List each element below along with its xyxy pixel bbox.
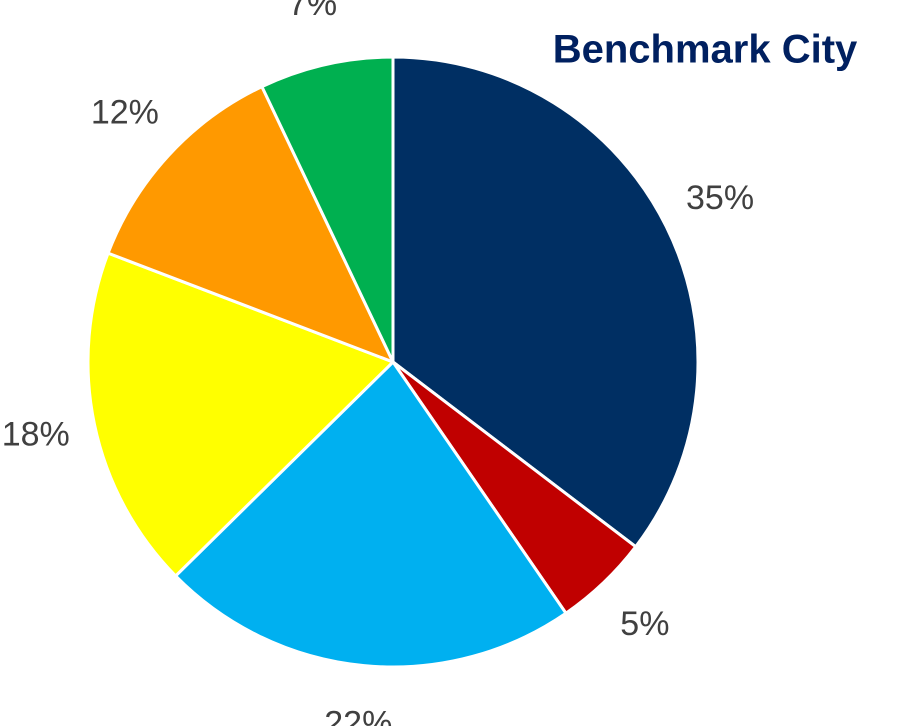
- data-label: 35%: [686, 179, 754, 217]
- data-label: 18%: [2, 416, 70, 454]
- pie-slice: [391, 55, 700, 549]
- data-label: 5%: [620, 605, 669, 643]
- pie-slice: [106, 85, 395, 364]
- pie-slice: [260, 55, 395, 364]
- chart-title: Benchmark City: [553, 28, 858, 72]
- pie-slice: [174, 360, 568, 669]
- data-label: 7%: [288, 0, 337, 23]
- data-label: 12%: [91, 93, 159, 131]
- data-label: 22%: [324, 704, 392, 726]
